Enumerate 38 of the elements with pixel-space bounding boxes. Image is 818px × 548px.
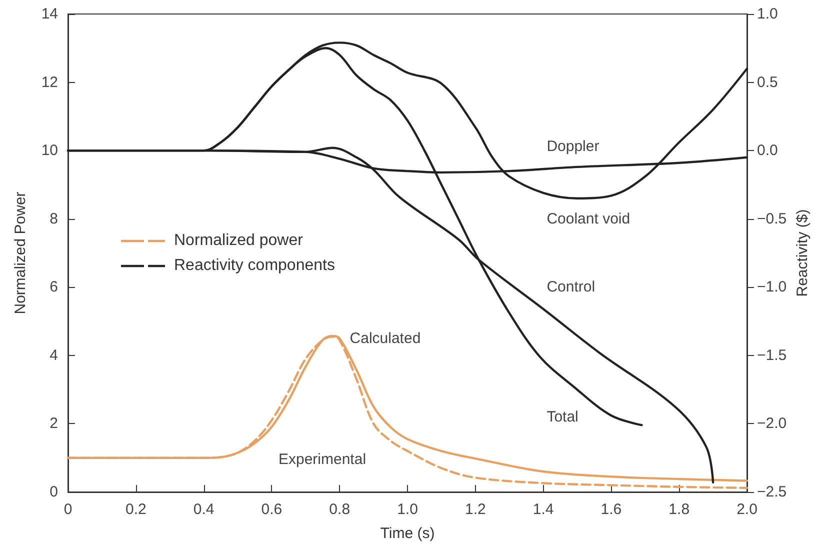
y-axis-title: Normalized Power bbox=[12, 192, 29, 314]
x-tick-label: 1.0 bbox=[397, 501, 418, 518]
y-tick-label: 8 bbox=[50, 210, 58, 228]
series-label: Experimental bbox=[278, 451, 366, 468]
series-label: Doppler bbox=[546, 138, 600, 155]
x-tick-label: 2.0 bbox=[736, 501, 758, 518]
annotation: Normalized power bbox=[174, 232, 303, 250]
x-tick-label: 1.2 bbox=[464, 501, 486, 518]
y2-tick-label: −2.0 bbox=[757, 415, 787, 432]
y-tick-label: 10 bbox=[41, 142, 58, 160]
x-tick-label: 1.4 bbox=[532, 501, 554, 518]
y2-tick-label: 0.5 bbox=[757, 74, 778, 91]
x-axis-title: Time (s) bbox=[380, 525, 435, 542]
series-label: Calculated bbox=[350, 330, 421, 347]
x-tick-label: 0.8 bbox=[329, 501, 350, 518]
y-tick-label: 14 bbox=[41, 6, 58, 22]
series-label: Control bbox=[546, 278, 596, 296]
y-tick-label: 4 bbox=[50, 346, 58, 364]
y2-tick-label: 1.0 bbox=[757, 6, 778, 22]
y-tick-label: 6 bbox=[50, 278, 58, 296]
x-tick-label: 1.8 bbox=[668, 501, 690, 518]
y-tick-label: 2 bbox=[50, 415, 58, 432]
x-tick-label: 0.4 bbox=[193, 501, 214, 518]
x-tick-label: 0.6 bbox=[261, 501, 282, 518]
x-tick-label: 0.2 bbox=[125, 501, 146, 518]
y2-axis-title: Reactivity ($) bbox=[794, 209, 811, 297]
y2-tick-label: 0.0 bbox=[757, 142, 778, 160]
annotation: Reactivity components bbox=[174, 257, 335, 275]
y-tick-label: 12 bbox=[41, 74, 58, 91]
y2-tick-label: −1.0 bbox=[757, 278, 787, 296]
series-label: Coolant void bbox=[546, 210, 630, 228]
y-tick-label: 0 bbox=[50, 484, 58, 500]
y2-tick-label: −0.5 bbox=[757, 210, 787, 228]
x-tick-label: 0 bbox=[64, 501, 72, 518]
series-label: Total bbox=[546, 408, 578, 426]
y2-tick-label: −1.5 bbox=[757, 346, 787, 364]
y2-tick-label: −2.5 bbox=[757, 484, 787, 500]
x-tick-label: 1.6 bbox=[600, 501, 622, 518]
